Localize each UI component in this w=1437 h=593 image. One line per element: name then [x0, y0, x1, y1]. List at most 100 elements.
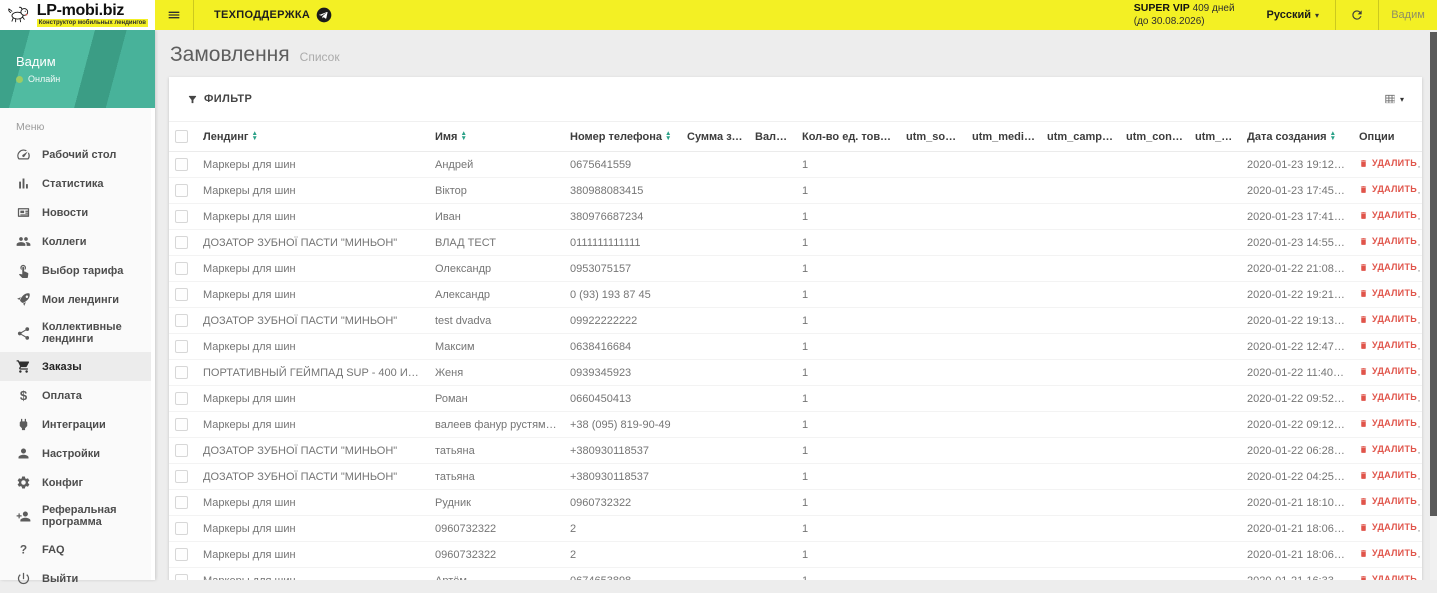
- delete-button[interactable]: УДАЛИТЬ: [1359, 392, 1417, 402]
- sort-icon[interactable]: ▲ ▼: [460, 130, 467, 142]
- cell-created-date: 2020-01-22 06:28:49: [1241, 437, 1353, 464]
- column-header[interactable]: Лендинг ▲ ▼: [197, 121, 429, 152]
- cell-utm-term: [1189, 281, 1241, 308]
- filter-button[interactable]: ФИЛЬТР: [187, 93, 252, 105]
- sidebar-menu: Рабочий стол Статистика Новости Коллеги …: [0, 140, 155, 593]
- delete-button[interactable]: УДАЛИТЬ: [1359, 288, 1417, 298]
- row-checkbox[interactable]: [175, 210, 188, 223]
- sort-icon[interactable]: ▲ ▼: [1329, 130, 1337, 142]
- delete-button[interactable]: УДАЛИТЬ: [1359, 470, 1417, 480]
- delete-button[interactable]: УДАЛИТЬ: [1359, 522, 1417, 532]
- sort-icon[interactable]: ▲ ▼: [664, 130, 672, 142]
- column-header[interactable]: utm_source: [900, 121, 966, 152]
- sidebar-menu-item[interactable]: Выйти: [0, 564, 155, 593]
- row-checkbox[interactable]: [175, 496, 188, 509]
- sidebar-menu-item[interactable]: Рабочий стол: [0, 140, 155, 169]
- topbar-username[interactable]: Вадим: [1378, 0, 1437, 30]
- sidebar-menu-item[interactable]: Новости: [0, 198, 155, 227]
- cell-utm-source: [900, 385, 966, 412]
- cell-utm-medium: [966, 203, 1041, 230]
- cell-utm-campaign: [1041, 541, 1120, 568]
- row-checkbox[interactable]: [175, 158, 188, 171]
- row-checkbox[interactable]: [175, 444, 188, 457]
- cell-utm-content: [1120, 541, 1189, 568]
- row-checkbox[interactable]: [175, 340, 188, 353]
- delete-button[interactable]: УДАЛИТЬ: [1359, 210, 1417, 220]
- trash-icon: [1359, 211, 1368, 220]
- row-checkbox[interactable]: [175, 470, 188, 483]
- delete-button[interactable]: УДАЛИТЬ: [1359, 418, 1417, 428]
- sidebar-scrollbar[interactable]: [151, 108, 155, 580]
- delete-button[interactable]: УДАЛИТЬ: [1359, 262, 1417, 272]
- delete-button[interactable]: УДАЛИТЬ: [1359, 184, 1417, 194]
- column-header[interactable]: utm_term: [1189, 121, 1241, 152]
- row-checkbox[interactable]: [175, 392, 188, 405]
- table-row: Маркеры для шин Артём 0674653898 1 2020-…: [169, 567, 1422, 580]
- row-checkbox[interactable]: [175, 574, 188, 580]
- column-header[interactable]: utm_campaign: [1041, 121, 1120, 152]
- row-checkbox[interactable]: [175, 366, 188, 379]
- hamburger-menu-button[interactable]: [155, 0, 194, 30]
- language-selector[interactable]: Русский ▾: [1251, 0, 1335, 30]
- sidebar-menu-item[interactable]: FAQ: [0, 535, 155, 564]
- sidebar-menu-item[interactable]: Заказы: [0, 352, 155, 381]
- delete-button[interactable]: УДАЛИТЬ: [1359, 340, 1417, 350]
- cell-utm-medium: [966, 151, 1041, 178]
- sidebar-menu-item[interactable]: Конфиг: [0, 468, 155, 497]
- cell-utm-term: [1189, 359, 1241, 386]
- sort-icon[interactable]: ▲ ▼: [251, 130, 258, 142]
- row-checkbox[interactable]: [175, 288, 188, 301]
- sidebar-menu-item[interactable]: Мои лендинги: [0, 285, 155, 314]
- delete-button[interactable]: УДАЛИТЬ: [1359, 314, 1417, 324]
- sidebar-menu-item[interactable]: Коллеги: [0, 227, 155, 256]
- cell-options: УДАЛИТЬ: [1353, 151, 1422, 178]
- plan-days: 409 дней: [1192, 3, 1235, 14]
- row-checkbox[interactable]: [175, 548, 188, 561]
- column-header[interactable]: utm_medium: [966, 121, 1041, 152]
- cell-utm-content: [1120, 515, 1189, 542]
- column-header[interactable]: Дата создания ▲ ▼: [1241, 121, 1353, 152]
- orders-card: ФИЛЬТР ▾ Лендинг ▲ ▼: [169, 77, 1422, 580]
- sidebar-menu-item[interactable]: Выбор тарифа: [0, 256, 155, 285]
- cell-utm-medium: [966, 177, 1041, 204]
- row-checkbox[interactable]: [175, 522, 188, 535]
- column-header[interactable]: Имя ▲ ▼: [429, 121, 564, 152]
- column-header[interactable]: Кол-во ед. товара: [796, 121, 900, 152]
- column-header[interactable]: utm_content: [1120, 121, 1189, 152]
- sidebar-menu-item[interactable]: Коллективные лендинги: [0, 314, 155, 352]
- delete-button[interactable]: УДАЛИТЬ: [1359, 548, 1417, 558]
- cell-landing: Маркеры для шин: [197, 385, 429, 412]
- columns-visibility-button[interactable]: ▾: [1383, 92, 1404, 106]
- column-header[interactable]: Номер телефона ▲ ▼: [564, 121, 681, 152]
- cell-options: УДАЛИТЬ: [1353, 281, 1422, 308]
- cell-created-date: 2020-01-23 19:12:43: [1241, 151, 1353, 178]
- support-button[interactable]: ТЕХПОДДЕРЖКА: [194, 0, 352, 30]
- sidebar-menu-item[interactable]: Интеграции: [0, 410, 155, 439]
- column-header[interactable]: Валюта: [749, 121, 796, 152]
- delete-button[interactable]: УДАЛИТЬ: [1359, 236, 1417, 246]
- delete-button[interactable]: УДАЛИТЬ: [1359, 158, 1417, 168]
- sidebar-menu-item[interactable]: Настройки: [0, 439, 155, 468]
- cell-created-date: 2020-01-21 18:10:16: [1241, 489, 1353, 516]
- sidebar-menu-item[interactable]: Статистика: [0, 169, 155, 198]
- scrollbar-thumb[interactable]: [1430, 32, 1437, 516]
- sidebar-menu-item[interactable]: Оплата: [0, 381, 155, 410]
- page-scrollbar[interactable]: [1430, 30, 1437, 580]
- delete-button[interactable]: УДАЛИТЬ: [1359, 444, 1417, 454]
- row-checkbox[interactable]: [175, 262, 188, 275]
- delete-button[interactable]: УДАЛИТЬ: [1359, 496, 1417, 506]
- refresh-button[interactable]: [1335, 0, 1378, 30]
- row-checkbox[interactable]: [175, 418, 188, 431]
- column-header[interactable]: Опции: [1353, 121, 1422, 152]
- row-checkbox[interactable]: [175, 236, 188, 249]
- sidebar-menu-item[interactable]: Реферальная программа: [0, 497, 155, 535]
- language-label: Русский: [1266, 9, 1311, 21]
- row-checkbox[interactable]: [175, 184, 188, 197]
- logo[interactable]: LP-mobi.biz Конструктор мобильных лендин…: [0, 0, 155, 30]
- row-checkbox[interactable]: [175, 314, 188, 327]
- delete-button[interactable]: УДАЛИТЬ: [1359, 574, 1417, 580]
- select-all-checkbox[interactable]: [175, 130, 188, 143]
- column-header[interactable]: Сумма заказа: [681, 121, 749, 152]
- column-header-label: utm_content: [1126, 130, 1189, 143]
- delete-button[interactable]: УДАЛИТЬ: [1359, 366, 1417, 376]
